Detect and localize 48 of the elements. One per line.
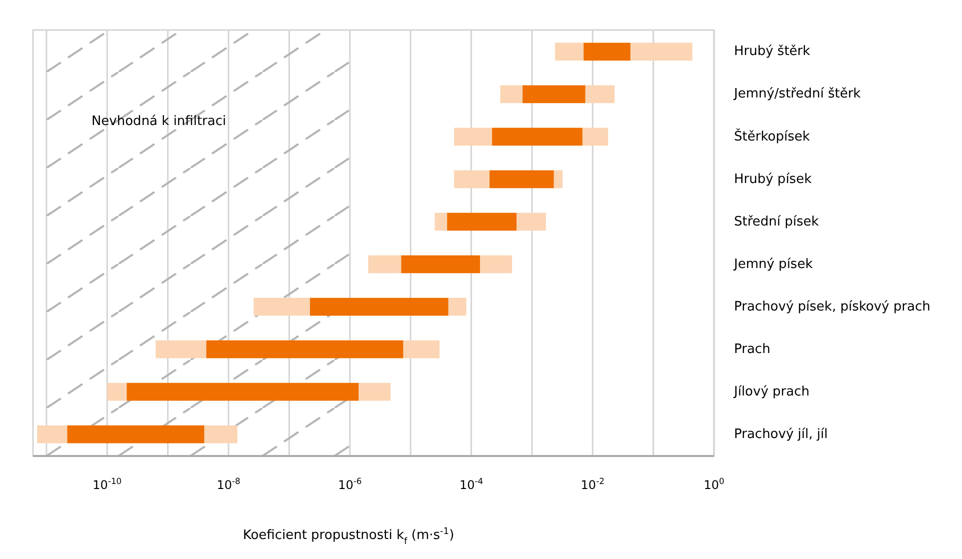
bar <box>585 85 615 104</box>
x-tick-label: 10$^{-4}$ <box>459 476 484 492</box>
bar <box>401 255 480 274</box>
bar <box>67 425 204 444</box>
bar <box>516 212 546 231</box>
bar <box>156 340 206 358</box>
bar <box>554 170 563 188</box>
x-tick-label: 10$^{-8}$ <box>216 476 240 492</box>
bar <box>204 425 238 444</box>
bar <box>368 255 402 274</box>
bar <box>582 128 608 146</box>
bar <box>630 42 692 61</box>
bar <box>206 340 404 358</box>
bar <box>37 425 68 444</box>
bar <box>447 212 517 231</box>
bar <box>584 42 630 61</box>
band-label: Nevhodná k infiltraci <box>91 114 226 129</box>
bar <box>492 128 582 146</box>
y-tick-label: Štěrkopísek <box>734 127 810 144</box>
bar <box>480 255 512 274</box>
x-axis-title: Koeficient propustnosti k$_{f}$ (m·s$^{-1}$) <box>242 527 454 547</box>
y-tick-label: Jemný písek <box>733 256 814 272</box>
y-tick-label: Střední písek <box>734 214 820 230</box>
bar <box>448 298 466 316</box>
y-tick-label: Hrubý štěrk <box>734 44 811 60</box>
bar <box>254 298 310 316</box>
bar <box>403 340 440 358</box>
x-tick-label: 10$^{-2}$ <box>580 476 604 492</box>
bar <box>555 42 584 61</box>
bar <box>454 170 490 188</box>
y-tick-label: Jílový prach <box>733 384 810 400</box>
x-tick-label: 10$^{-6}$ <box>338 476 362 492</box>
bar <box>126 382 359 401</box>
bar <box>358 382 391 401</box>
y-tick-label: Prach <box>734 342 770 357</box>
y-tick-label: Hrubý písek <box>734 172 812 187</box>
bar <box>434 212 448 231</box>
y-tick-label: Prachový písek, pískový prach <box>734 299 930 314</box>
bar <box>522 85 586 104</box>
x-tick-label: 10$^{-10}$ <box>92 476 122 492</box>
y-tick-label: Prachový jíl, jíl <box>734 426 828 442</box>
bar <box>454 128 492 146</box>
bar <box>107 382 127 401</box>
bar <box>310 298 448 316</box>
y-tick-label: Jemný/střední štěrk <box>733 86 862 102</box>
x-tick-label: 10$^{0}$ <box>704 476 724 492</box>
bar <box>500 85 523 104</box>
bar <box>490 170 554 188</box>
